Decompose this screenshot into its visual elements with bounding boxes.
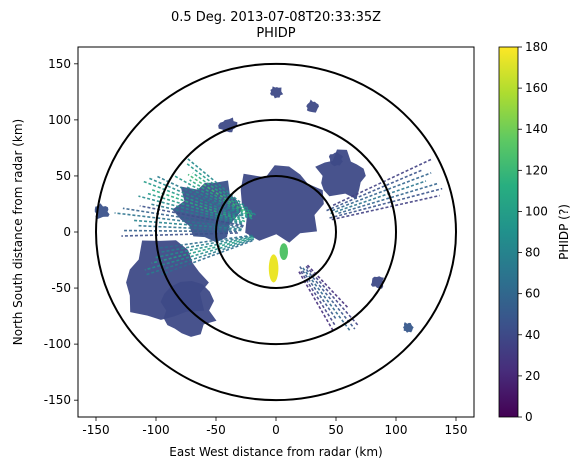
x-tick-label: -150 — [82, 423, 109, 437]
echo-streak — [189, 179, 252, 218]
echo-streak — [147, 192, 243, 223]
echo-streak — [139, 205, 244, 227]
colorbar-tick-label: 100 — [525, 204, 548, 218]
y-tick-label: 50 — [56, 169, 71, 183]
range-ring — [215, 174, 337, 290]
echo-region — [328, 152, 344, 167]
colorbar-tick-label: 140 — [525, 122, 548, 136]
echo-streak — [172, 174, 253, 220]
y-tick-label: -100 — [44, 337, 71, 351]
echo-layer — [94, 86, 443, 337]
echo-streak — [156, 175, 243, 217]
echo-streak — [299, 266, 337, 320]
x-tick-label: -50 — [206, 423, 226, 437]
echo-region — [306, 99, 319, 113]
echo-region — [315, 149, 366, 200]
echo-streak — [331, 194, 440, 221]
y-axis-ticks: -150 -100 -50 0 50 100 150 — [44, 57, 78, 407]
x-tick-label: 100 — [385, 423, 408, 437]
colorbar: 0 20 40 60 80 100 120 140 160 180 PHIDP (?) — [498, 40, 571, 424]
echo-streak — [329, 187, 443, 219]
plot-area — [77, 46, 475, 418]
colorbar-tick-label: 0 — [525, 410, 533, 424]
echo-streak — [148, 177, 245, 220]
echo-streak — [151, 188, 246, 223]
colorbar-bar — [498, 46, 519, 418]
x-axis-ticks: -150 -100 -50 0 50 100 150 — [82, 417, 467, 437]
echo-streak — [186, 162, 254, 215]
y-tick-label: 100 — [48, 113, 71, 127]
echo-streak — [122, 207, 244, 228]
y-tick-label: 0 — [63, 225, 71, 239]
colorbar-label: PHIDP (?) — [557, 204, 571, 260]
colorbar-tick-label: 20 — [525, 369, 540, 383]
chart-title-line2: PHIDP — [256, 26, 295, 41]
colorbar-tick-label: 180 — [525, 40, 548, 54]
echo-core — [268, 254, 279, 283]
y-tick-label: -50 — [51, 281, 71, 295]
x-tick-label: 0 — [272, 423, 280, 437]
colorbar-tick-label: 120 — [525, 163, 548, 177]
echo-region — [240, 165, 324, 243]
echo-streak — [121, 232, 238, 237]
range-rings — [95, 62, 457, 402]
echo-streak — [138, 195, 243, 224]
echo-streak — [192, 172, 251, 215]
echo-streak — [331, 172, 432, 212]
echo-region — [218, 117, 238, 133]
echo-core — [279, 243, 288, 261]
echo-streak — [144, 238, 252, 271]
colorbar-tick-label: 160 — [525, 81, 548, 95]
echo-streak — [185, 185, 249, 219]
colorbar-tick-label: 60 — [525, 287, 540, 301]
echo-streak — [153, 236, 252, 259]
x-tick-label: 50 — [328, 423, 343, 437]
echo-streak — [161, 240, 253, 276]
echo-streak — [124, 229, 237, 233]
y-tick-label: -150 — [44, 393, 71, 407]
echo-streak — [302, 267, 352, 333]
echo-streak — [146, 238, 255, 276]
colorbar-tick-label: 80 — [525, 246, 540, 260]
echo-streak — [114, 212, 240, 229]
echo-streak — [157, 234, 253, 250]
echo-streak — [150, 203, 243, 226]
echo-streak — [151, 236, 255, 264]
echo-streak — [305, 265, 359, 326]
colorbar-ticks: 0 20 40 60 80 100 120 140 160 180 — [518, 40, 548, 424]
echo-streak — [141, 180, 241, 220]
echo-streak — [159, 235, 254, 254]
x-tick-label: -100 — [142, 423, 169, 437]
echo-streak — [326, 168, 424, 212]
echo-streak — [332, 158, 432, 206]
echo-streak — [187, 173, 253, 217]
x-axis-label: East West distance from radar (km) — [169, 445, 382, 459]
colorbar-tick-label: 40 — [525, 328, 540, 342]
range-ring — [95, 62, 457, 402]
y-tick-label: 150 — [48, 57, 71, 71]
echo-region — [403, 322, 414, 333]
range-ring — [155, 118, 397, 346]
echo-region — [270, 86, 284, 99]
echo-streak — [132, 219, 242, 230]
chart-title-line1: 0.5 Deg. 2013-07-08T20:33:35Z — [171, 10, 381, 25]
x-tick-label: 150 — [445, 423, 468, 437]
echo-streak — [305, 269, 356, 330]
echo-streak — [330, 180, 427, 215]
echo-streak — [338, 182, 438, 215]
y-axis-label: North South distance from radar (km) — [11, 119, 25, 345]
